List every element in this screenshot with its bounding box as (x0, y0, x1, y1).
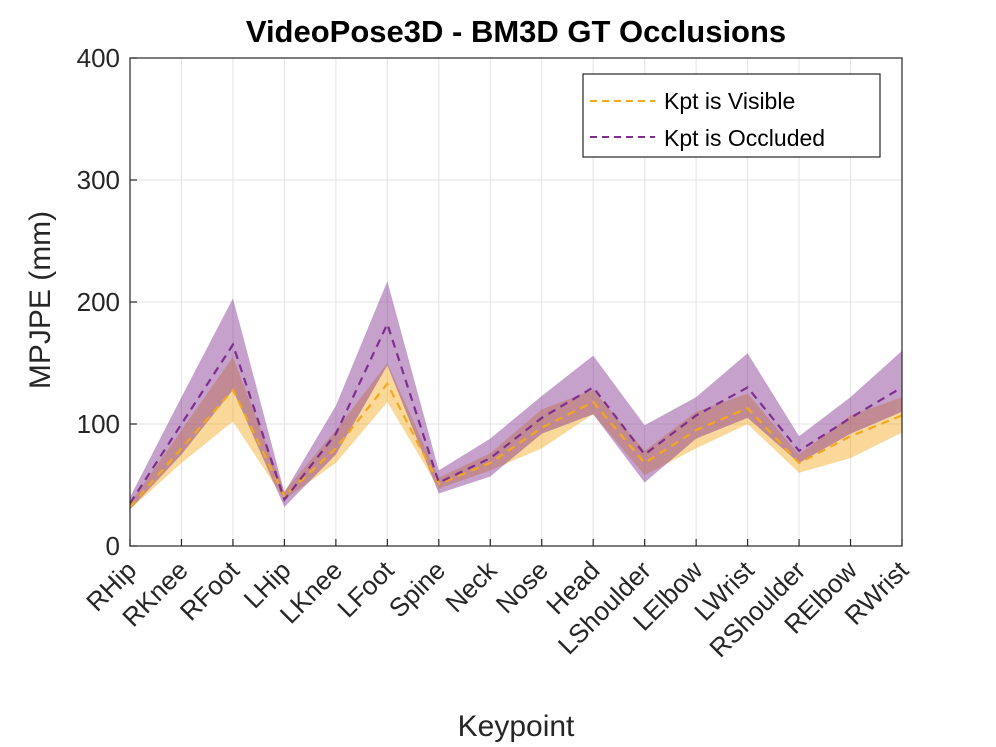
legend: Kpt is Visible Kpt is Occluded (582, 73, 881, 158)
y-tick-label: 0 (106, 531, 120, 561)
y-axis-label: MPJPE (mm) (24, 211, 57, 389)
y-tick-label: 200 (77, 287, 120, 317)
lines (129, 320, 903, 508)
series-band-0 (130, 356, 902, 510)
legend-box (582, 73, 881, 158)
legend-label-occluded: Kpt is Occluded (664, 125, 825, 151)
series-band-1 (130, 281, 902, 510)
chart-title: VideoPose3D - BM3D GT Occlusions (246, 14, 786, 49)
y-tick-label: 300 (77, 165, 120, 195)
y-tick-label: 100 (77, 409, 120, 439)
series-line-1 (129, 320, 903, 504)
bands (130, 281, 902, 510)
y-tick-label: 400 (77, 43, 120, 73)
legend-label-visible: Kpt is Visible (664, 88, 795, 114)
x-axis-label: Keypoint (458, 710, 575, 743)
series-line-0 (129, 381, 903, 508)
